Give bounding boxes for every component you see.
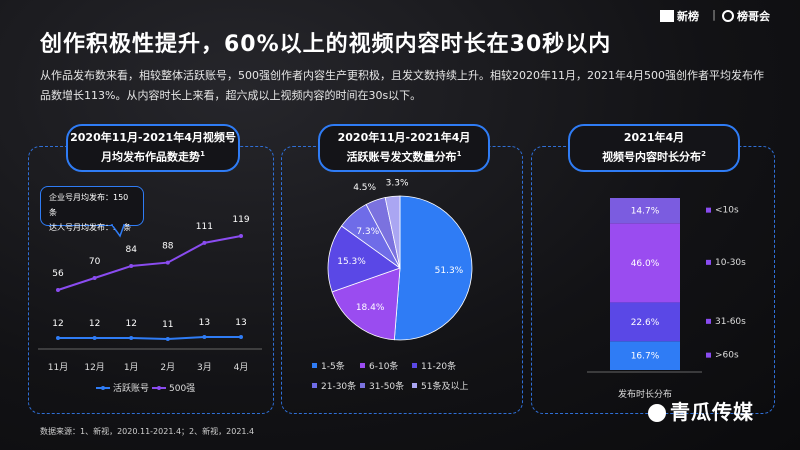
line-chart-callout: 企业号月均发布：150条 达人号月均发布：50条 (40, 186, 144, 232)
data-point (92, 276, 97, 280)
legend-swatch (312, 383, 317, 388)
slice-label: 18.4% (356, 303, 385, 313)
data-point (202, 240, 207, 245)
data-point (239, 335, 243, 339)
banggehui-logo-icon (722, 10, 734, 22)
legend-label: 31-50条 (369, 380, 404, 392)
legend-label: 500强 (169, 383, 195, 394)
data-point (56, 288, 60, 292)
xinbang-logo-icon (660, 10, 674, 22)
data-label: 11 (162, 320, 173, 330)
series-line-active (58, 336, 241, 341)
banggehui-logo: 榜哥会 (722, 8, 770, 24)
legend-label: 51条及以上 (421, 380, 468, 392)
data-label: 12 (89, 319, 100, 329)
pie-slice (327, 225, 401, 293)
watermark-icon (648, 404, 666, 422)
legend-marker (101, 386, 105, 390)
bar-segment (610, 302, 680, 342)
x-axis-label: 发布时长分布 (618, 388, 672, 400)
x-tick-label: 4月 (234, 362, 249, 373)
slice-label: 51.3% (435, 266, 464, 276)
bar-segment (610, 341, 680, 370)
watermark: 青瓜传媒 (648, 396, 754, 425)
slice-label: 4.5% (353, 183, 376, 193)
segment-label: 14.7% (631, 207, 660, 217)
series-line-top500 (57, 235, 242, 291)
legend-label: 1-5条 (321, 360, 345, 372)
segment-label: 16.7% (631, 352, 660, 362)
data-point (165, 337, 170, 341)
x-tick-label: 2月 (160, 362, 175, 373)
data-label: 13 (199, 318, 210, 328)
legend-marker (157, 386, 161, 390)
data-label: 13 (235, 318, 246, 328)
xinbang-logo: 新榜 (660, 8, 699, 24)
x-tick-label: 1月 (124, 362, 139, 373)
legend-swatch (360, 383, 365, 388)
legend-label: 10-30s (715, 258, 746, 268)
legend-swatch (312, 363, 317, 368)
segment-label: 46.0% (631, 259, 660, 269)
data-label: 119 (232, 215, 249, 225)
data-point (165, 260, 170, 265)
bar-segment (610, 198, 680, 224)
x-tick-label: 3月 (197, 362, 212, 373)
legend-label: 31-60s (715, 317, 746, 327)
data-point (129, 336, 134, 340)
data-label: 12 (52, 319, 63, 329)
legend-swatch (706, 259, 711, 265)
legend-label: 6-10条 (369, 360, 398, 372)
data-point (92, 336, 97, 340)
data-label: 70 (89, 257, 101, 267)
x-tick-label: 11月 (48, 362, 68, 373)
pie-slice (384, 195, 401, 269)
slice-label: 15.3% (337, 257, 366, 267)
legend-swatch (360, 363, 365, 368)
line-chart-title: 2020年11月-2021年4月视频号 月均发布作品数走势1 (66, 124, 240, 172)
legend-swatch (706, 352, 711, 358)
slice-label: 7.3% (356, 227, 379, 237)
data-label: 12 (125, 319, 136, 329)
pie-chart-title: 2020年11月-2021年4月 活跃账号发文数量分布1 (318, 124, 490, 172)
slice-label: 3.3% (386, 178, 409, 188)
bar-segment (610, 223, 680, 303)
pie-slice (393, 195, 473, 341)
legend-swatch (412, 363, 417, 368)
segment-label: 22.6% (631, 318, 660, 328)
data-point (56, 336, 60, 340)
logo-divider: | (712, 8, 717, 21)
legend-label: 活跃账号 (113, 382, 149, 394)
data-label: 56 (52, 269, 64, 279)
legend-swatch (706, 318, 711, 324)
data-label: 84 (125, 245, 137, 255)
legend-label: 11-20条 (421, 360, 456, 372)
data-label: 111 (196, 222, 213, 232)
data-source: 数据来源：1、新视，2020.11-2021.4；2、新视，2021.4 (40, 427, 255, 436)
legend-label: >60s (715, 351, 739, 361)
x-tick-label: 12月 (84, 362, 104, 373)
data-point (202, 335, 207, 339)
page-title: 创作积极性提升，60%以上的视频内容时长在30秒以内 (40, 32, 612, 57)
legend-swatch (706, 207, 711, 213)
data-label: 88 (162, 242, 174, 252)
legend-label: 21-30条 (321, 380, 356, 392)
bar-chart-title: 2021年4月 视频号内容时长分布2 (568, 124, 740, 172)
page-description: 从作品发布数来看，相较整体活跃账号，500强创作者内容生产更积极，且发文数持续上… (40, 69, 764, 102)
legend-swatch (412, 383, 417, 388)
data-point (239, 234, 243, 238)
legend-label: <10s (715, 206, 739, 216)
data-point (129, 264, 134, 268)
